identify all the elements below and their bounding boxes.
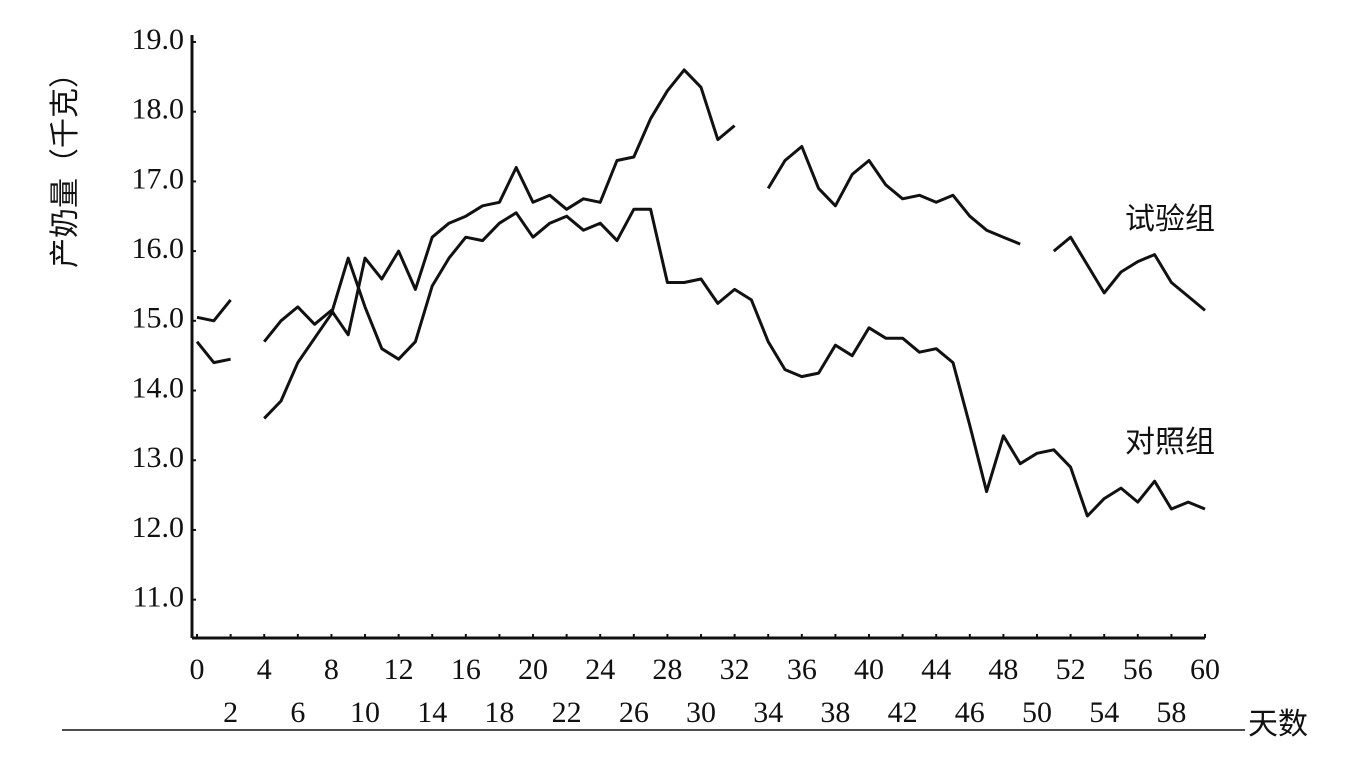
x-tick-label: 32: [720, 653, 750, 686]
y-tick-label: 19.0: [132, 23, 185, 56]
x-tick-label: 48: [988, 653, 1018, 686]
y-tick-label: 12.0: [132, 511, 185, 544]
x-tick-label: 52: [1056, 653, 1086, 686]
x-tick-label: 8: [324, 653, 339, 686]
x-tick-label: 30: [686, 696, 716, 729]
series-label: 试验组: [1125, 203, 1215, 236]
y-tick-label: 13.0: [132, 441, 185, 474]
x-tick-label: 10: [350, 696, 380, 729]
x-tick-label: 14: [417, 696, 447, 729]
x-tick-label: 6: [290, 696, 305, 729]
x-tick-label: 0: [190, 653, 205, 686]
x-tick-label: 28: [652, 653, 682, 686]
y-tick-label: 14.0: [132, 371, 185, 404]
series-line: [196, 68, 1206, 343]
x-tick-label: 54: [1089, 696, 1119, 729]
x-tick-label: 16: [451, 653, 481, 686]
x-tick-label: 42: [888, 696, 918, 729]
y-tick-label: 16.0: [132, 232, 185, 265]
y-tick-label: 11.0: [133, 581, 184, 614]
x-tick-label: 12: [384, 653, 414, 686]
x-tick-label: 38: [820, 696, 850, 729]
x-tick-label: 24: [585, 653, 615, 686]
x-tick-label: 44: [921, 653, 951, 686]
y-tick-label: 18.0: [132, 93, 185, 126]
x-tick-label: 58: [1156, 696, 1186, 729]
y-tick-label: 17.0: [132, 162, 185, 195]
series-label: 对照组: [1125, 426, 1215, 459]
x-tick-label: 20: [518, 653, 548, 686]
x-tick-label: 22: [552, 696, 582, 729]
x-tick-label: 36: [787, 653, 817, 686]
x-tick-label: 40: [854, 653, 884, 686]
x-tick-label: 2: [223, 696, 238, 729]
series-line: [195, 207, 1206, 518]
x-tick-label: 34: [753, 696, 783, 729]
x-tick-label: 60: [1190, 653, 1220, 686]
y-axis-label: 产奶量（千克）: [49, 58, 82, 268]
x-tick-label: 56: [1123, 653, 1153, 686]
y-tick-label: 15.0: [132, 302, 185, 335]
x-tick-label: 26: [619, 696, 649, 729]
x-tick-label: 50: [1022, 696, 1052, 729]
x-tick-label: 18: [484, 696, 514, 729]
x-axis-label: 天数: [1248, 708, 1308, 741]
x-tick-label: 46: [955, 696, 985, 729]
x-tick-label: 4: [257, 653, 272, 686]
